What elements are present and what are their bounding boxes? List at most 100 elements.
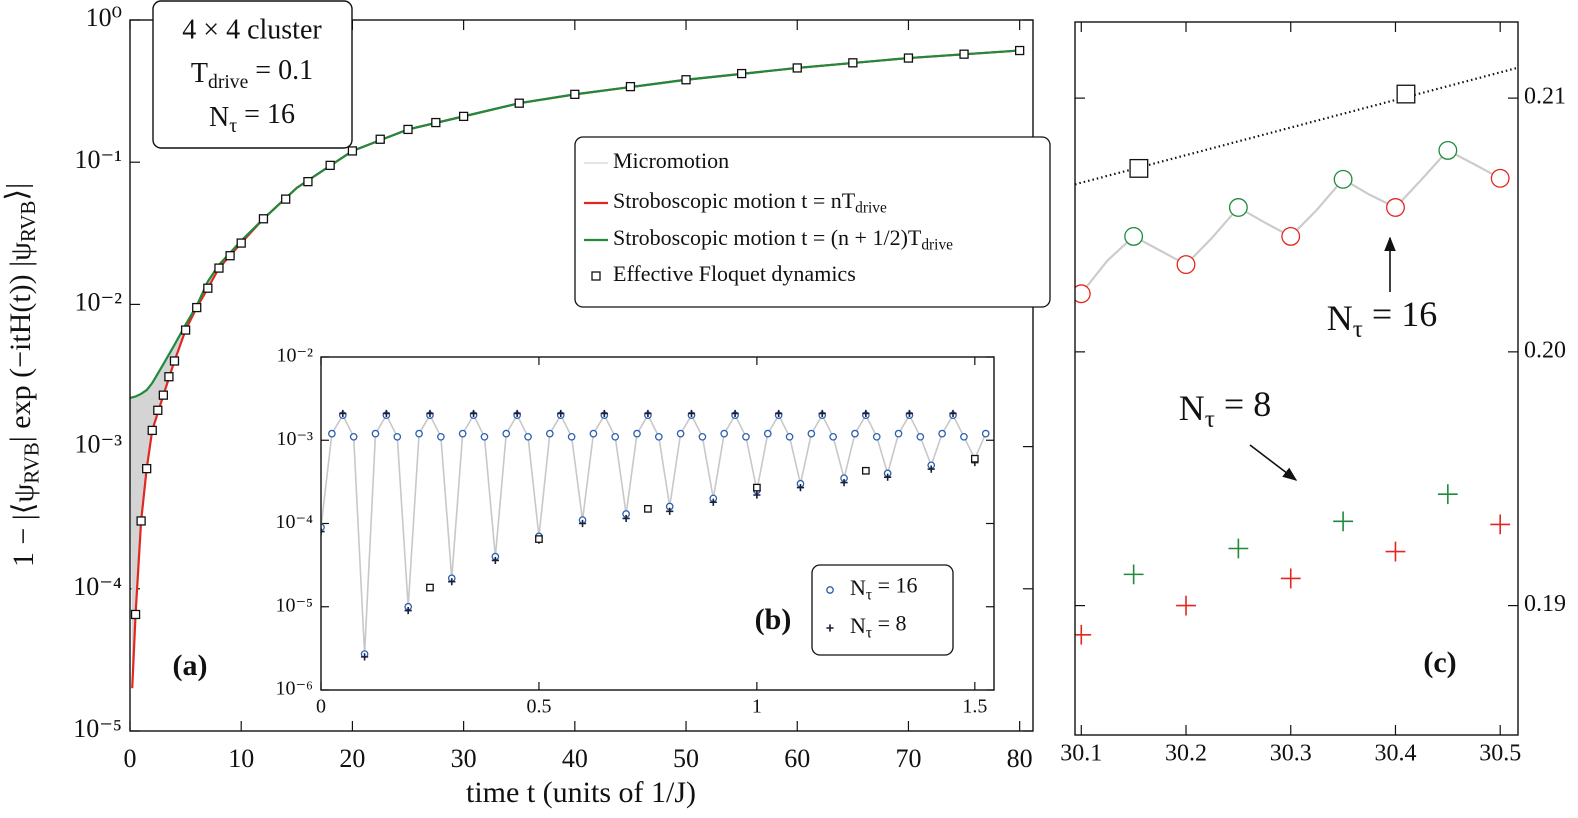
marker-circle (1333, 169, 1353, 189)
marker-plus (1333, 511, 1353, 532)
x-tick-label: 20 (339, 744, 365, 773)
marker-plus (1075, 624, 1092, 645)
marker-square (236, 238, 246, 248)
y-tick-label: 10⁰ (86, 3, 122, 32)
x-tick-label: 60 (784, 744, 810, 773)
marker-square (792, 63, 802, 73)
x-tick-label: 0.5 (526, 696, 551, 718)
marker-square (192, 302, 202, 313)
annotation-text-part: T (191, 58, 208, 89)
marker-circle (611, 432, 620, 441)
marker-plus (1176, 595, 1196, 616)
legend-label-part: = 16 (872, 573, 917, 598)
y-tick-label: 0.20 (1524, 337, 1566, 363)
marker-circle (851, 429, 859, 438)
x-tick-label: 80 (1007, 744, 1033, 773)
marker-square (258, 214, 269, 224)
y-tick-label: 10⁻⁵ (275, 594, 313, 616)
panel-label: (b) (755, 603, 792, 636)
legend-label: Stroboscopic motion t = (n + 1/2)Tdrive (613, 225, 953, 253)
marker-plus (404, 606, 412, 615)
marker-plus (557, 409, 565, 418)
annotation-text-part: = 8 (1215, 384, 1271, 424)
marker-plus (600, 409, 608, 418)
marker-square (625, 81, 636, 92)
y-tick-label: 10⁻⁴ (275, 511, 313, 533)
marker-circle (654, 432, 663, 441)
axes-frame (320, 356, 995, 691)
marker-square (203, 283, 213, 293)
marker-circle (437, 432, 445, 441)
legend-label: Effective Floquet dynamics (613, 261, 856, 286)
marker-circle (633, 429, 641, 438)
legend-label: Stroboscopic motion t = nTdrive (613, 188, 887, 216)
marker-circle (698, 432, 707, 441)
marker-plus (1437, 484, 1458, 505)
annotation-text-part: = 16 (1363, 294, 1437, 334)
x-tick-label: 40 (562, 744, 588, 773)
x-tick-label: 30.1 (1060, 741, 1102, 767)
x-tick-label: 50 (673, 744, 699, 773)
marker-plus (1385, 541, 1406, 562)
marker-square (736, 68, 747, 79)
marker-circle (1124, 226, 1144, 246)
marker-circle (349, 432, 358, 441)
marker-circle (981, 429, 990, 438)
annotation-text-part: N (1179, 388, 1205, 428)
legend-label-part: = 8 (872, 611, 906, 636)
x-tick-label: 1.5 (962, 696, 987, 718)
marker-square (158, 390, 169, 400)
marker-circle (894, 429, 903, 438)
annotation-text: 4 × 4 cluster (182, 14, 322, 45)
marker-square (347, 146, 358, 156)
x-tick-label: 30.4 (1374, 741, 1416, 767)
legend-label-part: N (850, 575, 866, 600)
marker-square (862, 466, 870, 475)
marker-circle (415, 429, 423, 438)
marker-plus (448, 578, 456, 586)
marker-plus (709, 498, 717, 506)
axes-frame (129, 19, 1034, 732)
legend-label-part: τ (866, 624, 872, 641)
marker-plus (1490, 514, 1511, 535)
legend-label: Micromotion (613, 148, 729, 173)
annotation-text-part: τ (229, 115, 237, 136)
marker-circle (328, 429, 336, 438)
annotation-text-part: N (1327, 298, 1353, 338)
marker-circle (763, 429, 772, 438)
marker-circle (1438, 140, 1458, 160)
y-axis-label-part: RVB (19, 442, 43, 484)
annotation-text-part: τ (1205, 406, 1215, 433)
y-axis-label-part: RVB (16, 201, 40, 243)
panel-label: (a) (173, 649, 208, 682)
annotation-text-part: N (209, 102, 229, 133)
marker-square (1129, 158, 1149, 178)
y-tick-label: 10⁻⁴ (73, 572, 122, 601)
axes-frame (1074, 21, 1519, 736)
marker-square (214, 263, 224, 273)
marker-square (1396, 84, 1416, 104)
marker-plus (1123, 564, 1144, 585)
marker-circle (916, 432, 925, 441)
marker-square (535, 535, 543, 543)
marker-square (303, 176, 313, 187)
marker-circle (1386, 198, 1405, 217)
legend-label-part: N (850, 613, 866, 638)
marker-square (147, 425, 157, 436)
marker-plus (949, 409, 957, 418)
marker-plus (644, 409, 652, 418)
annotation-text: Nτ = 8 (1179, 384, 1271, 432)
marker-plus (905, 409, 914, 418)
series-line (321, 413, 987, 655)
marker-plus (622, 514, 630, 523)
marker-circle (524, 432, 532, 441)
marker-square (431, 117, 441, 128)
marker-square (180, 325, 191, 335)
marker-plus (927, 465, 935, 473)
marker-plus (469, 409, 478, 418)
plot-area (1075, 66, 1518, 645)
legend-label-part: drive (921, 236, 953, 253)
marker-square (570, 89, 580, 100)
